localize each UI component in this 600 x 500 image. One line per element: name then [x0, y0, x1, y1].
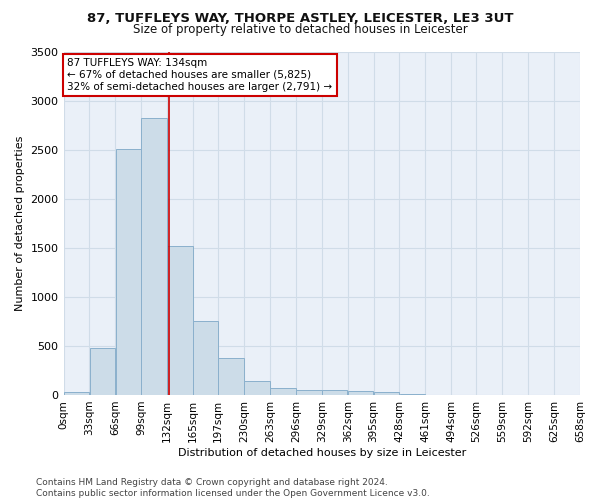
Bar — [142, 118, 167, 395]
X-axis label: Distribution of detached houses by size in Leicester: Distribution of detached houses by size … — [178, 448, 466, 458]
Bar — [244, 381, 270, 395]
Text: 87 TUFFLEYS WAY: 134sqm
← 67% of detached houses are smaller (5,825)
32% of semi: 87 TUFFLEYS WAY: 134sqm ← 67% of detache… — [67, 58, 332, 92]
Bar — [270, 388, 296, 395]
Y-axis label: Number of detached properties: Number of detached properties — [15, 136, 25, 311]
Bar — [296, 390, 322, 395]
Bar — [167, 246, 193, 395]
Text: Size of property relative to detached houses in Leicester: Size of property relative to detached ho… — [133, 22, 467, 36]
Text: Contains HM Land Registry data © Crown copyright and database right 2024.
Contai: Contains HM Land Registry data © Crown c… — [36, 478, 430, 498]
Bar — [400, 394, 425, 395]
Bar — [116, 148, 141, 395]
Bar — [64, 392, 89, 395]
Bar — [374, 392, 399, 395]
Bar — [89, 348, 115, 395]
Bar — [193, 322, 218, 395]
Bar — [322, 390, 347, 395]
Bar — [348, 390, 373, 395]
Text: 87, TUFFLEYS WAY, THORPE ASTLEY, LEICESTER, LE3 3UT: 87, TUFFLEYS WAY, THORPE ASTLEY, LEICEST… — [87, 12, 513, 26]
Bar — [218, 358, 244, 395]
